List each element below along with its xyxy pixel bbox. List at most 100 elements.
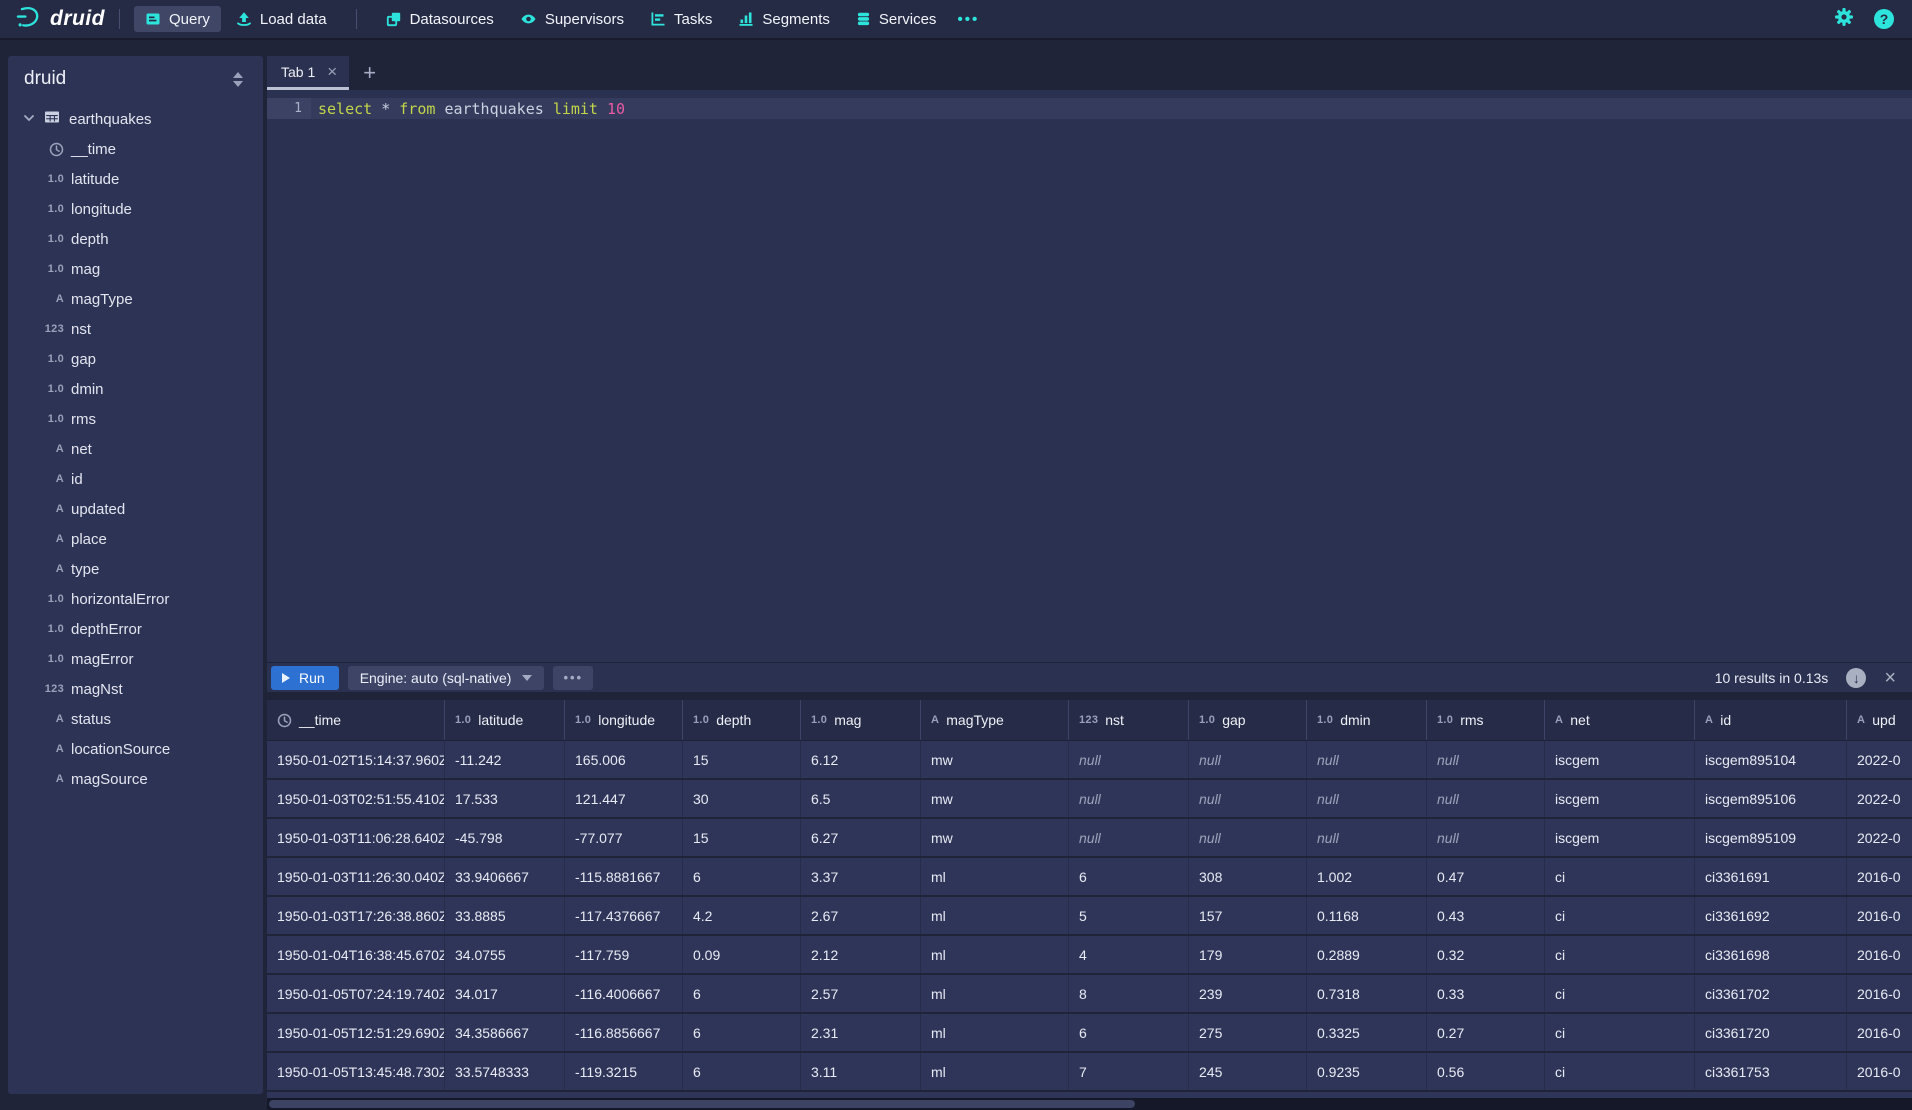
table-cell[interactable]: 2016-0 <box>1847 1053 1912 1090</box>
table-cell[interactable]: ml <box>921 1053 1069 1090</box>
column-item-mag[interactable]: 1.0mag <box>8 254 263 284</box>
table-cell[interactable]: 0.33 <box>1427 975 1545 1012</box>
column-item-magSource[interactable]: AmagSource <box>8 764 263 794</box>
table-cell[interactable]: 34.0755 <box>445 936 565 973</box>
table-cell[interactable]: 2.12 <box>801 936 921 973</box>
column-item-time[interactable]: __time <box>8 134 263 164</box>
table-cell[interactable]: 2016-0 <box>1847 975 1912 1012</box>
table-cell[interactable]: 1950-01-03T02:51:55.410Z <box>267 780 445 817</box>
column-item-horizontalError[interactable]: 1.0horizontalError <box>8 584 263 614</box>
column-item-nst[interactable]: 123nst <box>8 314 263 344</box>
table-cell[interactable]: 245 <box>1189 1053 1307 1090</box>
table-cell[interactable]: null <box>1427 819 1545 856</box>
table-cell[interactable]: 1.002 <box>1307 858 1427 895</box>
table-cell[interactable]: 4 <box>1069 936 1189 973</box>
table-cell[interactable]: 6 <box>1069 1014 1189 1051</box>
table-cell[interactable]: 0.56 <box>1427 1053 1545 1090</box>
table-cell[interactable]: 8 <box>1069 975 1189 1012</box>
table-cell[interactable]: 0.32 <box>1427 936 1545 973</box>
table-cell[interactable]: 0.3325 <box>1307 1014 1427 1051</box>
column-item-locationSource[interactable]: AlocationSource <box>8 734 263 764</box>
table-cell[interactable]: -115.8881667 <box>565 858 683 895</box>
table-cell[interactable]: 33.9406667 <box>445 858 565 895</box>
table-cell[interactable]: 275 <box>1189 1014 1307 1051</box>
table-cell[interactable]: null <box>1427 780 1545 817</box>
nav-more-button[interactable]: ••• <box>947 11 989 28</box>
column-item-depthError[interactable]: 1.0depthError <box>8 614 263 644</box>
table-cell[interactable]: ci3361692 <box>1695 897 1847 934</box>
column-item-latitude[interactable]: 1.0latitude <box>8 164 263 194</box>
table-cell[interactable]: 2.31 <box>801 1014 921 1051</box>
table-cell[interactable]: 6.5 <box>801 780 921 817</box>
table-cell[interactable]: 239 <box>1189 975 1307 1012</box>
run-button[interactable]: Run <box>271 666 339 690</box>
table-cell[interactable]: 1950-01-03T11:26:30.040Z <box>267 858 445 895</box>
table-cell[interactable]: null <box>1189 819 1307 856</box>
table-cell[interactable]: null <box>1189 780 1307 817</box>
table-cell[interactable]: iscgem <box>1545 780 1695 817</box>
horizontal-scrollbar-thumb[interactable] <box>269 1100 1135 1108</box>
table-cell[interactable]: 0.7318 <box>1307 975 1427 1012</box>
table-cell[interactable]: null <box>1427 741 1545 778</box>
table-cell[interactable]: mw <box>921 741 1069 778</box>
table-cell[interactable]: null <box>1069 780 1189 817</box>
table-cell[interactable]: iscgem <box>1545 741 1695 778</box>
table-cell[interactable]: 0.1168 <box>1307 897 1427 934</box>
table-cell[interactable]: -117.759 <box>565 936 683 973</box>
column-item-magError[interactable]: 1.0magError <box>8 644 263 674</box>
table-cell[interactable]: 34.3586667 <box>445 1014 565 1051</box>
add-tab-button[interactable]: + <box>349 56 390 90</box>
table-cell[interactable]: 165.006 <box>565 741 683 778</box>
table-cell[interactable]: ci <box>1545 975 1695 1012</box>
column-item-depth[interactable]: 1.0depth <box>8 224 263 254</box>
table-cell[interactable]: 15 <box>683 741 801 778</box>
table-cell[interactable]: ci <box>1545 1053 1695 1090</box>
table-cell[interactable]: null <box>1307 819 1427 856</box>
table-cell[interactable]: -117.4376667 <box>565 897 683 934</box>
table-cell[interactable]: mw <box>921 780 1069 817</box>
column-item-updated[interactable]: Aupdated <box>8 494 263 524</box>
table-cell[interactable]: 33.8885 <box>445 897 565 934</box>
table-cell[interactable]: 179 <box>1189 936 1307 973</box>
table-cell[interactable]: 2022-0 <box>1847 741 1912 778</box>
column-item-magNst[interactable]: 123magNst <box>8 674 263 704</box>
table-cell[interactable]: 30 <box>683 780 801 817</box>
table-cell[interactable]: ci <box>1545 858 1695 895</box>
table-cell[interactable]: 6.27 <box>801 819 921 856</box>
table-cell[interactable]: null <box>1307 780 1427 817</box>
chevron-down-icon[interactable] <box>23 111 35 128</box>
table-cell[interactable]: ml <box>921 897 1069 934</box>
column-header-net[interactable]: Anet <box>1545 700 1695 740</box>
table-cell[interactable]: 15 <box>683 819 801 856</box>
table-cell[interactable]: 6 <box>1069 858 1189 895</box>
nav-item-query[interactable]: Query <box>134 6 221 32</box>
table-cell[interactable]: 0.9235 <box>1307 1053 1427 1090</box>
help-icon[interactable]: ? <box>1874 9 1894 29</box>
table-cell[interactable]: -11.242 <box>445 741 565 778</box>
table-cell[interactable]: 6.12 <box>801 741 921 778</box>
table-cell[interactable]: null <box>1069 741 1189 778</box>
table-cell[interactable]: iscgem895106 <box>1695 780 1847 817</box>
column-item-net[interactable]: Anet <box>8 434 263 464</box>
table-cell[interactable]: 1950-01-05T12:51:29.690Z <box>267 1014 445 1051</box>
table-cell[interactable]: 1950-01-05T13:45:48.730Z <box>267 1053 445 1090</box>
table-cell[interactable]: 2022-0 <box>1847 819 1912 856</box>
table-cell[interactable]: 7 <box>1069 1053 1189 1090</box>
table-cell[interactable]: ci3361720 <box>1695 1014 1847 1051</box>
table-cell[interactable]: 3.11 <box>801 1053 921 1090</box>
column-header-magType[interactable]: AmagType <box>921 700 1069 740</box>
column-header-longitude[interactable]: 1.0longitude <box>565 700 683 740</box>
column-item-type[interactable]: Atype <box>8 554 263 584</box>
table-cell[interactable]: 1950-01-02T15:14:37.960Z <box>267 741 445 778</box>
column-header-mag[interactable]: 1.0mag <box>801 700 921 740</box>
nav-item-datasources[interactable]: Datasources <box>375 6 505 32</box>
close-results-icon[interactable]: × <box>1884 668 1896 688</box>
download-icon[interactable]: ↓ <box>1846 668 1866 688</box>
nav-item-services[interactable]: Services <box>845 6 948 32</box>
table-cell[interactable]: -116.8856667 <box>565 1014 683 1051</box>
table-cell[interactable]: 0.2889 <box>1307 936 1427 973</box>
table-cell[interactable]: ci3361753 <box>1695 1053 1847 1090</box>
table-cell[interactable]: null <box>1307 741 1427 778</box>
table-cell[interactable]: 33.5748333 <box>445 1053 565 1090</box>
column-header-latitude[interactable]: 1.0latitude <box>445 700 565 740</box>
